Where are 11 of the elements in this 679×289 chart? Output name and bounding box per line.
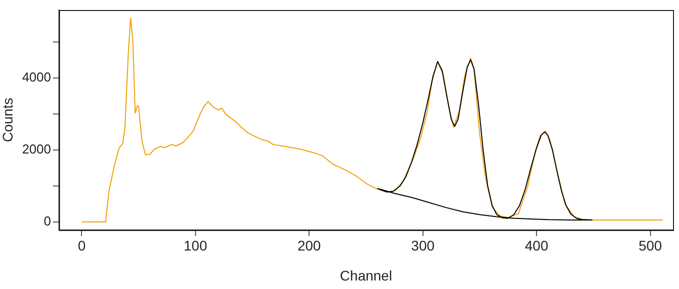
y-tick-label: 0 <box>44 213 51 228</box>
y-axis-title: Counts <box>0 98 16 142</box>
x-tick-label: 100 <box>184 237 208 254</box>
x-axis-title: Channel <box>340 267 392 284</box>
x-tick-label: 0 <box>78 237 86 254</box>
y-tick-label: 2000 <box>22 141 51 156</box>
x-tick-label: 400 <box>524 237 548 254</box>
x-tick-label: 500 <box>638 237 662 254</box>
x-tick-label: 200 <box>297 237 322 254</box>
x-tick-label: 300 <box>411 237 435 254</box>
y-tick-label: 4000 <box>22 69 51 84</box>
